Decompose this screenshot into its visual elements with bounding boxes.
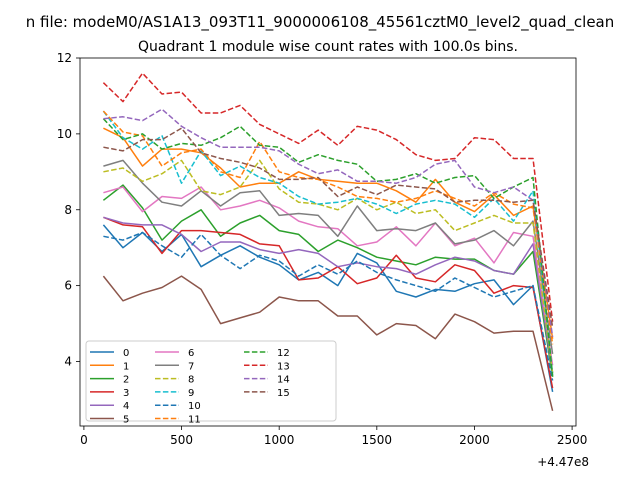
- legend-label-6: 6: [188, 348, 194, 359]
- series-line-9: [102, 110, 554, 375]
- x-tick-label: 1500: [362, 433, 393, 447]
- x-tick-label: 2500: [557, 433, 588, 447]
- y-tick-label: 8: [64, 203, 72, 217]
- series-line-11: [102, 110, 554, 345]
- series-line-7: [103, 159, 554, 355]
- figure-suptitle: n file: modeM0/AS1A13_093T11_9000006108_…: [26, 13, 615, 32]
- series-line-2: [102, 184, 554, 377]
- series-line-10: [103, 231, 554, 381]
- legend-label-8: 8: [188, 375, 194, 386]
- legend-label-7: 7: [188, 361, 194, 372]
- series-line-12: [102, 118, 554, 377]
- legend-label-13: 13: [277, 361, 290, 372]
- x-tick-label: 500: [170, 433, 193, 447]
- x-tick-label: 0: [80, 433, 88, 447]
- chart-title: Quadrant 1 module wise count rates with …: [138, 39, 518, 55]
- y-tick-label: 12: [57, 51, 72, 65]
- series-line-6: [103, 186, 554, 366]
- legend-box: [85, 340, 337, 422]
- series-line-15: [103, 127, 554, 328]
- series-line-3: [103, 216, 554, 389]
- legend-label-10: 10: [188, 401, 201, 412]
- legend-label-9: 9: [188, 388, 194, 399]
- y-tick-label: 4: [64, 355, 72, 369]
- plot-area: 0 500 1000 1500 2000 250046810120123456789101…: [57, 51, 588, 447]
- x-tick-label: 2000: [459, 433, 490, 447]
- y-tick-label: 6: [64, 279, 72, 293]
- legend-label-14: 14: [277, 375, 290, 386]
- x-tick-label: 1000: [264, 433, 295, 447]
- series-line-5: [102, 275, 554, 411]
- legend-label-15: 15: [277, 388, 290, 399]
- series-line-13: [102, 72, 554, 322]
- legend-label-3: 3: [123, 388, 129, 399]
- legend-label-12: 12: [277, 348, 290, 359]
- x-offset-label: +4.47e8: [537, 455, 589, 469]
- legend-label-0: 0: [123, 348, 129, 359]
- series-line-0: [102, 224, 554, 393]
- series-line-1: [103, 127, 554, 339]
- legend-label-11: 11: [188, 415, 201, 426]
- legend-label-2: 2: [123, 375, 129, 386]
- series-line-14: [103, 108, 554, 337]
- y-tick-label: 10: [57, 127, 72, 141]
- legend-label-4: 4: [123, 401, 129, 412]
- axes-frame: [79, 57, 577, 427]
- series-line-4: [103, 216, 554, 374]
- legend-label-5: 5: [123, 415, 129, 426]
- legend-label-1: 1: [123, 361, 129, 372]
- series-line-8: [103, 159, 554, 373]
